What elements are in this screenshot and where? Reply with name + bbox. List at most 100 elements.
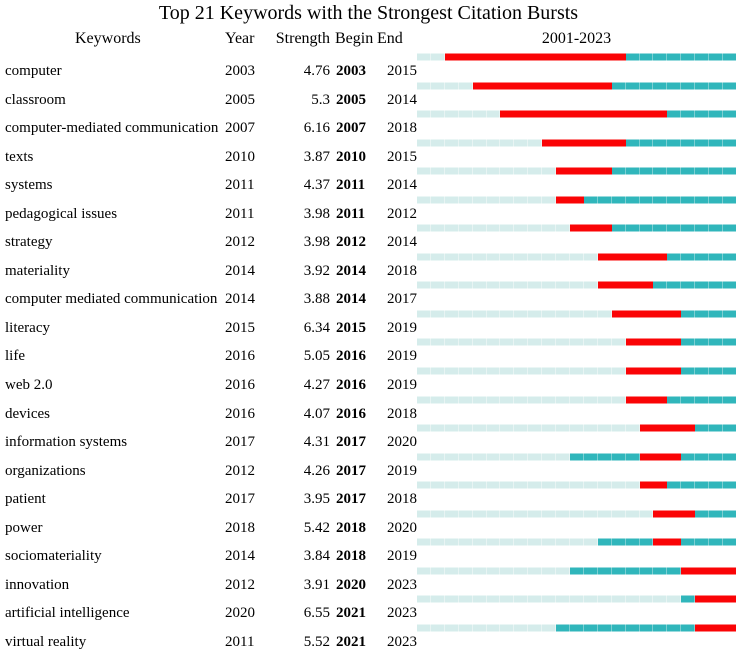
year-segment-burst <box>709 624 723 632</box>
year-segment-burst <box>514 110 529 118</box>
year-segment-active <box>709 196 723 204</box>
year-cell: 2017 <box>225 434 255 451</box>
end-cell: 2023 <box>387 576 417 593</box>
year-segment-pale <box>583 424 598 432</box>
table-row: computer mediated communication 2014 3.8… <box>0 281 737 314</box>
keyword-cell: classroom <box>5 91 66 108</box>
strength-cell: 5.42 <box>303 519 330 536</box>
year-segment-pale <box>417 310 431 318</box>
year-segment-pale <box>472 567 487 575</box>
year-segment-pale <box>639 510 654 518</box>
year-segment-pale <box>486 624 501 632</box>
strength-cell: 5.05 <box>303 348 330 365</box>
keyword-cell: devices <box>5 405 50 422</box>
year-segment-active <box>667 167 682 175</box>
table-row: sociomateriality 2014 3.84 2018 2019 <box>0 538 737 571</box>
year-segment-active <box>653 53 668 61</box>
strength-cell: 4.07 <box>303 405 330 422</box>
year-segment-pale <box>514 453 529 461</box>
year-segment-pale <box>430 595 445 603</box>
end-cell: 2014 <box>387 91 417 108</box>
strength-cell: 3.84 <box>303 548 330 565</box>
year-segment-burst <box>556 82 570 90</box>
year-segment-active <box>695 338 710 346</box>
year-segment-pale <box>430 624 445 632</box>
year-segment-active <box>695 110 710 118</box>
keyword-cell: organizations <box>5 462 86 479</box>
year-segment-pale <box>611 595 626 603</box>
table-row: life 2016 5.05 2016 2019 <box>0 338 737 371</box>
year-segment-active <box>583 453 598 461</box>
year-segment-pale <box>542 310 557 318</box>
year-segment-pale <box>417 338 431 346</box>
year-segment-burst <box>472 82 487 90</box>
year-cell: 2016 <box>225 348 255 365</box>
column-header-begin: Begin <box>335 30 374 47</box>
year-segment-pale <box>444 224 459 232</box>
strength-cell: 3.91 <box>303 576 330 593</box>
year-segment-pale <box>500 367 515 375</box>
year-segment-pale <box>417 595 431 603</box>
year-segment-active <box>667 481 682 489</box>
begin-cell: 2021 <box>336 605 366 622</box>
year-segment-active <box>695 538 710 546</box>
year-segment-pale <box>458 110 473 118</box>
year-segment-pale <box>597 510 612 518</box>
table-row: pedagogical issues 2011 3.98 2011 2012 <box>0 196 737 229</box>
year-segment-active <box>709 281 723 289</box>
year-segment-pale <box>569 396 584 404</box>
year-segment-burst <box>667 538 682 546</box>
year-segment-pale <box>417 538 431 546</box>
year-segment-pale <box>430 253 445 261</box>
year-segment-active <box>722 281 736 289</box>
year-segment-pale <box>486 224 501 232</box>
year-segment-pale <box>514 167 529 175</box>
year-segment-burst <box>625 367 640 375</box>
year-segment-pale <box>542 281 557 289</box>
year-segment-active <box>597 567 612 575</box>
year-segment-active <box>709 224 723 232</box>
year-segment-active <box>709 167 723 175</box>
strength-cell: 3.95 <box>303 491 330 508</box>
year-segment-pale <box>472 224 487 232</box>
year-segment-pale <box>417 567 431 575</box>
year-segment-active <box>625 538 640 546</box>
year-segment-pale <box>417 281 431 289</box>
table-row: organizations 2012 4.26 2017 2019 <box>0 453 737 486</box>
year-segment-burst <box>625 310 640 318</box>
end-cell: 2015 <box>387 148 417 165</box>
begin-cell: 2010 <box>336 148 366 165</box>
year-segment-pale <box>597 367 612 375</box>
year-segment-active <box>653 196 668 204</box>
year-segment-pale <box>444 424 459 432</box>
year-segment-active <box>667 253 682 261</box>
year-segment-active <box>722 53 736 61</box>
table-row: innovation 2012 3.91 2020 2023 <box>0 567 737 600</box>
timeline-bar <box>417 139 736 147</box>
year-segment-pale <box>611 510 626 518</box>
year-segment-active <box>639 139 654 147</box>
year-segment-burst <box>500 53 515 61</box>
year-segment-pale <box>486 481 501 489</box>
year-segment-pale <box>444 196 459 204</box>
year-segment-pale <box>444 595 459 603</box>
end-cell: 2023 <box>387 605 417 622</box>
strength-cell: 3.92 <box>303 262 330 279</box>
year-segment-pale <box>486 538 501 546</box>
year-cell: 2016 <box>225 377 255 394</box>
year-cell: 2011 <box>225 177 255 194</box>
year-cell: 2017 <box>225 491 255 508</box>
year-segment-pale <box>542 167 557 175</box>
year-segment-pale <box>417 367 431 375</box>
year-segment-pale <box>486 310 501 318</box>
year-segment-pale <box>500 338 515 346</box>
year-segment-pale <box>542 196 557 204</box>
year-segment-active <box>722 453 736 461</box>
table-row: power 2018 5.42 2018 2020 <box>0 510 737 543</box>
year-segment-pale <box>528 338 543 346</box>
year-segment-burst <box>472 53 487 61</box>
year-segment-active <box>653 82 668 90</box>
year-segment-pale <box>444 481 459 489</box>
year-segment-burst <box>611 253 626 261</box>
year-segment-pale <box>569 424 584 432</box>
